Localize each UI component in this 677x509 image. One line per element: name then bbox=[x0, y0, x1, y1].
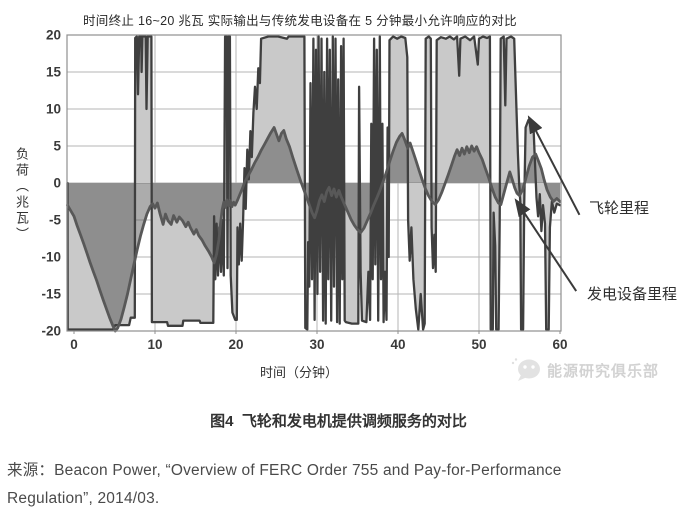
figure-caption: 图4 飞轮和发电机提供调频服务的对比 bbox=[210, 413, 467, 430]
series-layer bbox=[66, 35, 562, 333]
wechat-bubble-icon bbox=[511, 358, 540, 381]
generator-line bbox=[66, 126, 562, 333]
annotation-label-generator: 发电设备里程 bbox=[587, 286, 677, 303]
source-line-2: Regulation”, 2014/03. bbox=[7, 490, 160, 507]
y-tick-label: 15 bbox=[46, 65, 62, 80]
x-axis-title: 时间（分钟） bbox=[259, 365, 338, 380]
flywheel-line bbox=[66, 35, 562, 331]
y-tick-label: -10 bbox=[41, 250, 61, 265]
x-tick-label: 0 bbox=[70, 337, 78, 352]
generator-area bbox=[67, 127, 560, 331]
y-tick-label: -20 bbox=[41, 324, 61, 339]
plot-border bbox=[66, 34, 562, 332]
x-tick-label: 20 bbox=[228, 337, 243, 352]
source-line-1: 来源：Beacon Power, “Overview of FERC Order… bbox=[7, 462, 562, 479]
watermark: 能源研究俱乐部 bbox=[510, 356, 659, 384]
x-tick-label: 50 bbox=[471, 337, 486, 352]
annotation-label-flywheel: 飞轮里程 bbox=[589, 200, 650, 217]
annotation-arrow-generator bbox=[514, 198, 578, 292]
watermark-text: 能源研究俱乐部 bbox=[547, 362, 660, 380]
annotation-arrow-flywheel bbox=[527, 115, 581, 216]
annotation-arrows bbox=[514, 115, 581, 292]
y-tick-label: 20 bbox=[46, 28, 61, 43]
y-tick-label: -5 bbox=[49, 213, 61, 228]
x-tick-label: 30 bbox=[309, 337, 324, 352]
chart-title: 时间终止 16~20 兆瓦 实际输出与传统发电设备在 5 分钟最小允许响应的对比 bbox=[83, 14, 517, 28]
y-tick-label: -15 bbox=[41, 287, 61, 302]
x-tick-label: 40 bbox=[390, 337, 405, 352]
y-tick-label: 5 bbox=[53, 139, 61, 154]
x-tick-label: 10 bbox=[147, 337, 162, 352]
x-tick-label: 60 bbox=[552, 337, 567, 352]
y-tick-label: 10 bbox=[46, 102, 61, 117]
y-axis-title: 负荷（兆瓦） bbox=[14, 147, 29, 243]
y-tick-label: 0 bbox=[53, 176, 61, 191]
